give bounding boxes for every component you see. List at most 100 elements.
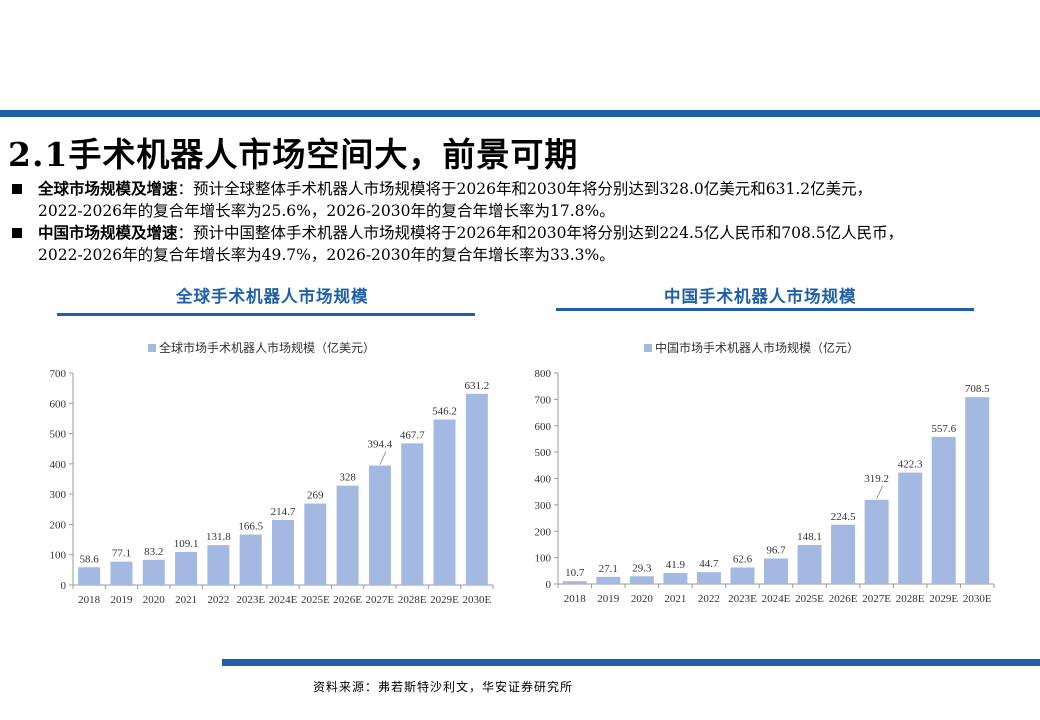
- y-tick-label: 600: [50, 398, 67, 410]
- data-label: 62.6: [733, 553, 753, 565]
- y-tick-label: 700: [535, 394, 552, 406]
- bottom-divider: [222, 659, 1040, 666]
- data-label: 41.9: [666, 559, 686, 571]
- bar: [433, 419, 456, 585]
- x-tick-label: 2024E: [269, 594, 298, 606]
- bar: [239, 534, 262, 585]
- bar: [596, 576, 621, 584]
- bullet-global-text2: 2022-2026年的复合年增长率为25.6%，2026-2030年的复合年增长…: [38, 202, 615, 220]
- global-chart-title: 全球手术机器人市场规模: [176, 287, 369, 306]
- y-tick-label: 400: [535, 474, 552, 486]
- y-tick-label: 0: [546, 579, 552, 591]
- x-tick-label: 2019: [597, 593, 620, 605]
- x-tick-label: 2026E: [829, 593, 858, 605]
- bar: [175, 551, 198, 585]
- x-tick-label: 2021: [175, 594, 197, 606]
- page-title: 2.1手术机器人市场空间大，前景可期: [8, 135, 579, 174]
- data-label: 708.5: [965, 383, 990, 395]
- y-tick-label: 500: [50, 429, 67, 441]
- bullet-china-line1: 中国市场规模及增速：预计中国整体手术机器人市场规模将于2026年和2030年将分…: [38, 222, 1038, 244]
- data-label: 10.7: [565, 567, 585, 579]
- data-label-leader: [876, 485, 883, 499]
- x-tick-label: 2024E: [762, 593, 791, 605]
- bar: [465, 393, 488, 585]
- x-tick-label: 2027E: [366, 594, 395, 606]
- data-label: 44.7: [699, 558, 719, 570]
- top-divider: [0, 110, 1040, 117]
- x-tick-label: 2020: [143, 594, 166, 606]
- x-tick-label: 2028E: [398, 594, 427, 606]
- bar: [304, 503, 327, 585]
- data-label-leader: [379, 451, 387, 465]
- source-note: 资料来源：弗若斯特沙利文，华安证券研究所: [313, 680, 574, 694]
- bar: [931, 436, 956, 584]
- data-label: 214.7: [271, 506, 296, 518]
- data-label: 467.7: [400, 429, 425, 441]
- y-tick-label: 800: [535, 368, 552, 380]
- x-tick-label: 2026E: [333, 594, 362, 606]
- y-tick-label: 200: [50, 519, 67, 531]
- bar: [78, 567, 101, 585]
- bar: [336, 485, 359, 585]
- data-label: 224.5: [831, 511, 856, 523]
- bullet-separator: ：: [177, 180, 194, 198]
- x-tick-label: 2027E: [862, 593, 891, 605]
- data-label: 557.6: [931, 423, 956, 435]
- y-tick-label: 700: [50, 368, 67, 380]
- bar: [864, 499, 889, 584]
- bar: [207, 545, 230, 585]
- data-label: 422.3: [898, 459, 923, 471]
- data-label: 77.1: [112, 548, 131, 560]
- data-label: 166.5: [238, 521, 263, 533]
- x-tick-label: 2023E: [236, 594, 265, 606]
- bar: [663, 572, 688, 584]
- bullet-china-text1: 预计中国整体手术机器人市场规模将于2026年和2030年将分别达到224.5亿人…: [193, 224, 904, 242]
- bullet-square-icon: [12, 184, 22, 194]
- data-label: 148.1: [797, 531, 822, 543]
- bar: [110, 561, 133, 585]
- china-market-chart: 中国市场手术机器人市场规模（亿元） 0 100 200 300 400 500 600 700 8…: [535, 340, 995, 605]
- data-label: 269: [307, 490, 324, 502]
- x-tick-label: 2025E: [301, 594, 330, 606]
- x-tick-label: 2020: [631, 593, 654, 605]
- bar: [730, 567, 755, 584]
- bar: [696, 572, 721, 584]
- bar: [272, 519, 294, 585]
- x-tick-label: 2023E: [728, 593, 757, 605]
- bar: [898, 472, 923, 584]
- bar: [629, 576, 654, 584]
- data-label: 96.7: [766, 544, 786, 556]
- bar: [831, 524, 856, 584]
- data-label: 546.2: [432, 406, 457, 418]
- bar: [401, 443, 424, 585]
- data-label: 29.3: [632, 562, 652, 574]
- bullet-china-label: 中国市场规模及增速: [38, 223, 178, 242]
- legend-label: 中国市场手术机器人市场规模（亿元）: [655, 340, 859, 355]
- x-tick-label: 2030E: [462, 594, 491, 606]
- data-label: 27.1: [599, 563, 618, 575]
- data-label: 58.6: [80, 553, 100, 565]
- bar: [142, 559, 165, 585]
- bullet-global-label: 全球市场规模及增速: [38, 179, 178, 198]
- x-tick-label: 2022: [698, 593, 720, 605]
- y-tick-label: 400: [50, 459, 67, 471]
- x-tick-label: 2029E: [929, 593, 958, 605]
- global-chart-title-rule: [57, 313, 475, 316]
- data-label: 109.1: [174, 538, 199, 550]
- bullet-china-text2: 2022-2026年的复合年增长率为49.7%，2026-2030年的复合年增长…: [38, 246, 615, 264]
- x-tick-label: 2021: [664, 593, 686, 605]
- china-chart-title: 中国手术机器人市场规模: [664, 287, 857, 306]
- data-label: 631.2: [464, 380, 489, 392]
- legend-swatch: [148, 344, 156, 352]
- x-tick-label: 2025E: [795, 593, 824, 605]
- data-label: 131.8: [206, 531, 231, 543]
- bullet-square-icon: [12, 228, 22, 238]
- data-label: 394.4: [368, 439, 393, 451]
- x-tick-label: 2028E: [896, 593, 925, 605]
- x-tick-label: 2019: [110, 594, 133, 606]
- global-market-chart: 全球市场手术机器人市场规模（亿美元） 0 100 200 300 400 500 600 700…: [50, 340, 494, 606]
- x-tick-label: 2018: [564, 593, 587, 605]
- data-label: 83.2: [144, 546, 163, 558]
- bullet-separator: ：: [177, 224, 194, 242]
- legend-swatch: [644, 344, 652, 352]
